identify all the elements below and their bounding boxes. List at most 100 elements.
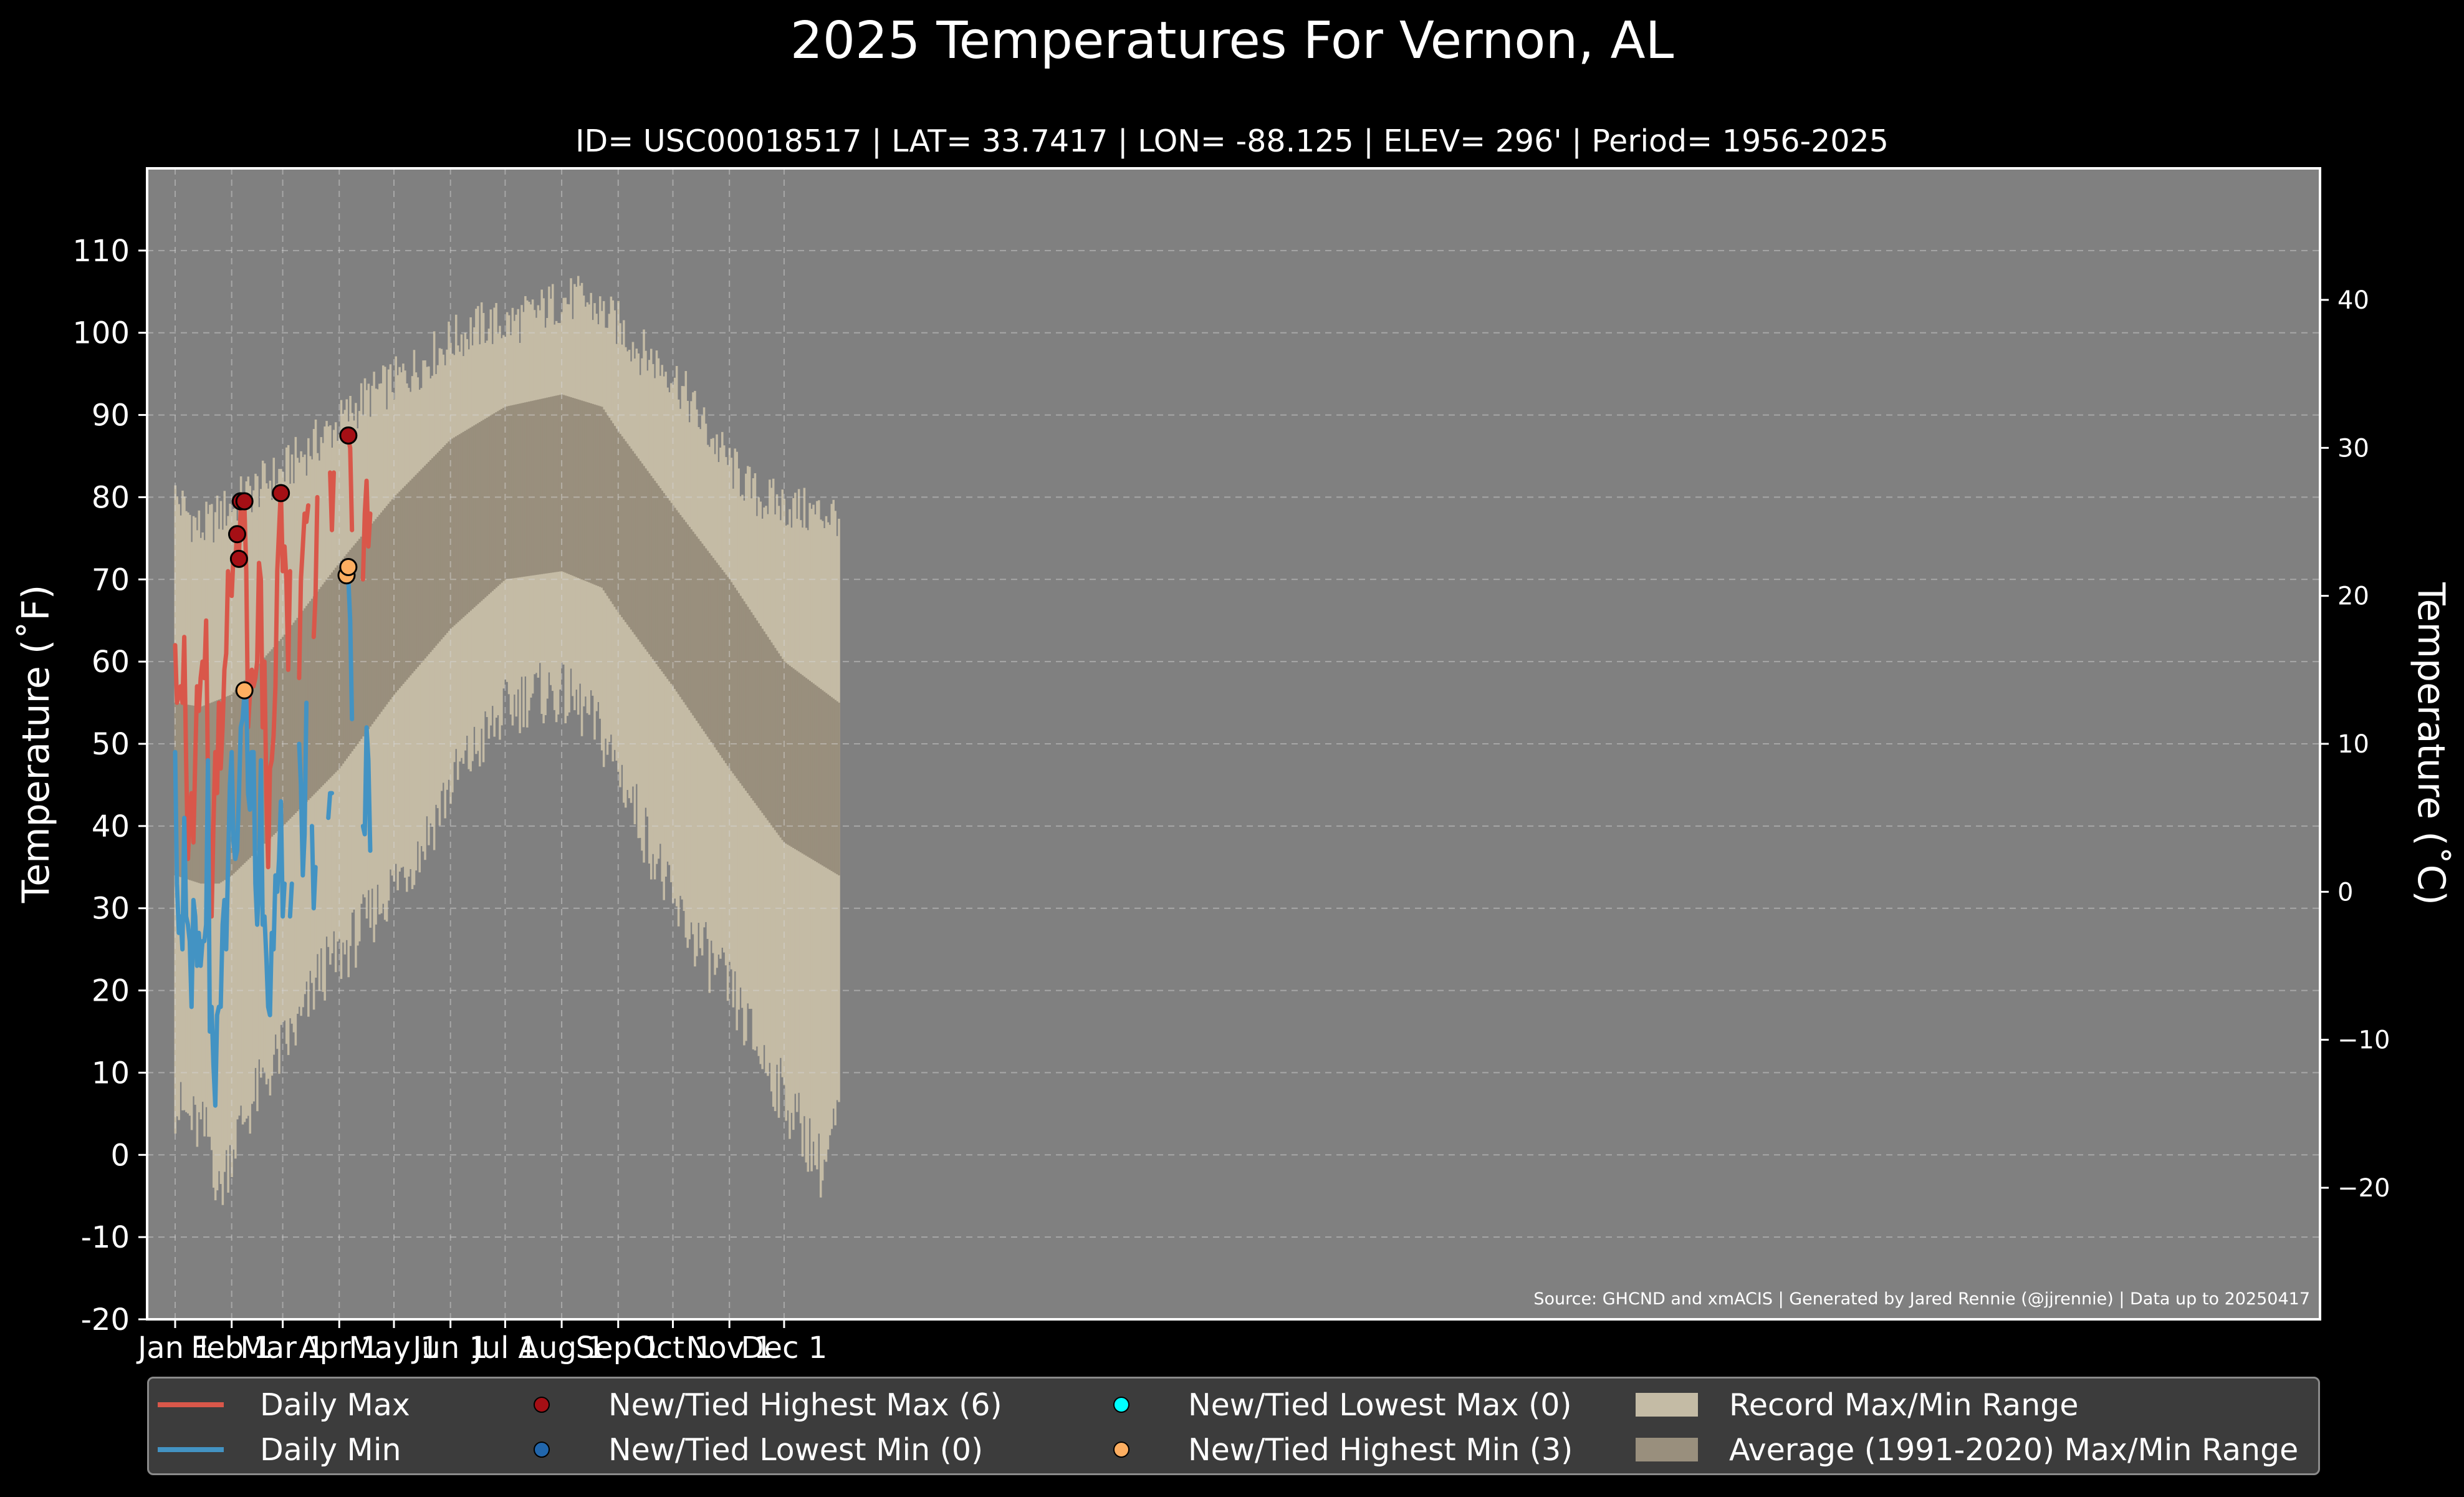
normal-range-bar bbox=[345, 554, 348, 759]
normal-range-bar bbox=[558, 395, 562, 572]
normal-range-bar bbox=[324, 582, 326, 784]
normal-range-bar bbox=[683, 519, 686, 703]
normal-range-bar bbox=[393, 497, 396, 695]
normal-range-bar bbox=[276, 643, 279, 832]
normal-range-bar bbox=[400, 489, 403, 686]
normal-range-bar bbox=[604, 412, 607, 594]
normal-range-bar bbox=[540, 398, 543, 574]
normal-range-bar bbox=[578, 400, 582, 579]
normal-range-bar bbox=[675, 510, 678, 692]
normal-range-bar bbox=[781, 658, 784, 840]
x-tick-label: Dec 1 bbox=[741, 1331, 828, 1365]
normal-range-bar bbox=[708, 553, 711, 739]
normal-range-bar bbox=[310, 599, 314, 797]
normal-range-bar bbox=[626, 443, 629, 625]
normal-range-bar bbox=[560, 394, 563, 572]
normal-range-bar bbox=[424, 465, 426, 659]
normal-range-bar bbox=[586, 402, 589, 582]
normal-range-bar bbox=[340, 561, 343, 766]
normal-range-bar bbox=[807, 679, 810, 857]
normal-range-bar bbox=[533, 400, 536, 575]
normal-range-bar bbox=[495, 412, 497, 588]
normal-range-bar bbox=[381, 510, 385, 710]
normal-range-bar bbox=[489, 415, 492, 593]
normal-range-bar bbox=[524, 402, 527, 577]
normal-range-bar bbox=[593, 404, 596, 585]
normal-range-bar bbox=[664, 495, 667, 676]
legend-item: New/Tied Lowest Max (0) bbox=[1087, 1386, 1572, 1423]
normal-range-bar bbox=[436, 452, 439, 644]
normal-range-bar bbox=[550, 397, 552, 573]
y2-tick-label: 40 bbox=[2337, 286, 2369, 315]
normal-range-bar bbox=[765, 634, 767, 818]
normal-range-bar bbox=[790, 667, 793, 847]
normal-range-bar bbox=[704, 548, 707, 734]
normal-range-bar bbox=[546, 397, 549, 574]
normal-range-bar bbox=[599, 406, 602, 587]
normal-range-bar bbox=[325, 579, 328, 782]
normal-range-bar bbox=[769, 639, 771, 823]
legend-item: Record Max/Min Range bbox=[1636, 1386, 2079, 1423]
normal-range-bar bbox=[557, 395, 560, 572]
normal-range-bar bbox=[684, 522, 688, 705]
normal-range-bar bbox=[365, 530, 368, 732]
y2-tick-label: 30 bbox=[2337, 434, 2369, 463]
normal-range-bar bbox=[814, 685, 817, 862]
normal-range-bar bbox=[600, 407, 603, 588]
normal-range-bar bbox=[635, 456, 638, 637]
legend-label: New/Tied Highest Max (6) bbox=[608, 1387, 1002, 1423]
normal-range-bar bbox=[588, 403, 591, 583]
legend-patch-swatch bbox=[1636, 1393, 1698, 1417]
normal-range-bar bbox=[770, 642, 773, 826]
normal-range-bar bbox=[391, 499, 394, 697]
normal-range-bar bbox=[448, 441, 450, 631]
normal-range-bar bbox=[353, 545, 355, 749]
normal-range-bar bbox=[260, 662, 262, 847]
normal-range-bar bbox=[610, 420, 613, 602]
normal-range-bar bbox=[666, 498, 669, 679]
y2-tick-label: −10 bbox=[2337, 1026, 2390, 1055]
normal-range-bar bbox=[761, 628, 764, 813]
normal-range-bar bbox=[511, 405, 514, 579]
normal-range-bar bbox=[648, 473, 651, 655]
normal-range-bar bbox=[502, 408, 505, 581]
normal-range-bar bbox=[737, 593, 740, 781]
normal-range-bar bbox=[759, 626, 762, 811]
legend-label: New/Tied Lowest Min (0) bbox=[608, 1432, 984, 1468]
normal-range-bar bbox=[373, 521, 375, 722]
normal-range-bar bbox=[734, 587, 737, 776]
normal-range-bar bbox=[367, 527, 370, 729]
grid-lines bbox=[147, 168, 2320, 1320]
normal-range-bar bbox=[775, 650, 779, 833]
normal-range-bar bbox=[479, 421, 481, 603]
normal-range-bar bbox=[818, 687, 820, 864]
normal-range-bar bbox=[198, 706, 201, 883]
normal-range-bar bbox=[701, 543, 704, 729]
normal-range-bar bbox=[413, 476, 416, 671]
normal-range-bar bbox=[819, 689, 822, 865]
normal-range-bar bbox=[812, 683, 815, 860]
normal-range-bar bbox=[621, 436, 623, 617]
normal-range-bar bbox=[269, 651, 272, 839]
normal-range-bar bbox=[225, 696, 228, 879]
normal-range-bar bbox=[395, 495, 397, 693]
daily-max-line bbox=[360, 478, 373, 582]
normal-range-bar bbox=[378, 514, 381, 715]
normal-range-bar bbox=[799, 673, 802, 853]
normal-range-bar bbox=[256, 665, 259, 851]
normal-range-bar bbox=[825, 693, 828, 868]
normal-range-bar bbox=[783, 662, 786, 843]
normal-range-bar bbox=[466, 430, 469, 614]
normal-range-bar bbox=[663, 493, 665, 674]
normal-range-bar bbox=[789, 665, 791, 846]
normal-range-bar bbox=[615, 428, 618, 610]
y-axis-label: Temperature (˚F) bbox=[14, 585, 58, 903]
normal-range-bar bbox=[312, 596, 315, 795]
new-highest-min-point bbox=[235, 681, 254, 700]
normal-range-bar bbox=[577, 399, 580, 578]
normal-range-bar bbox=[688, 527, 691, 710]
normal-range-bar bbox=[449, 440, 452, 629]
normal-range-bar bbox=[507, 406, 511, 579]
new-highest-max-point bbox=[229, 549, 248, 568]
daily-min-line bbox=[360, 725, 373, 853]
